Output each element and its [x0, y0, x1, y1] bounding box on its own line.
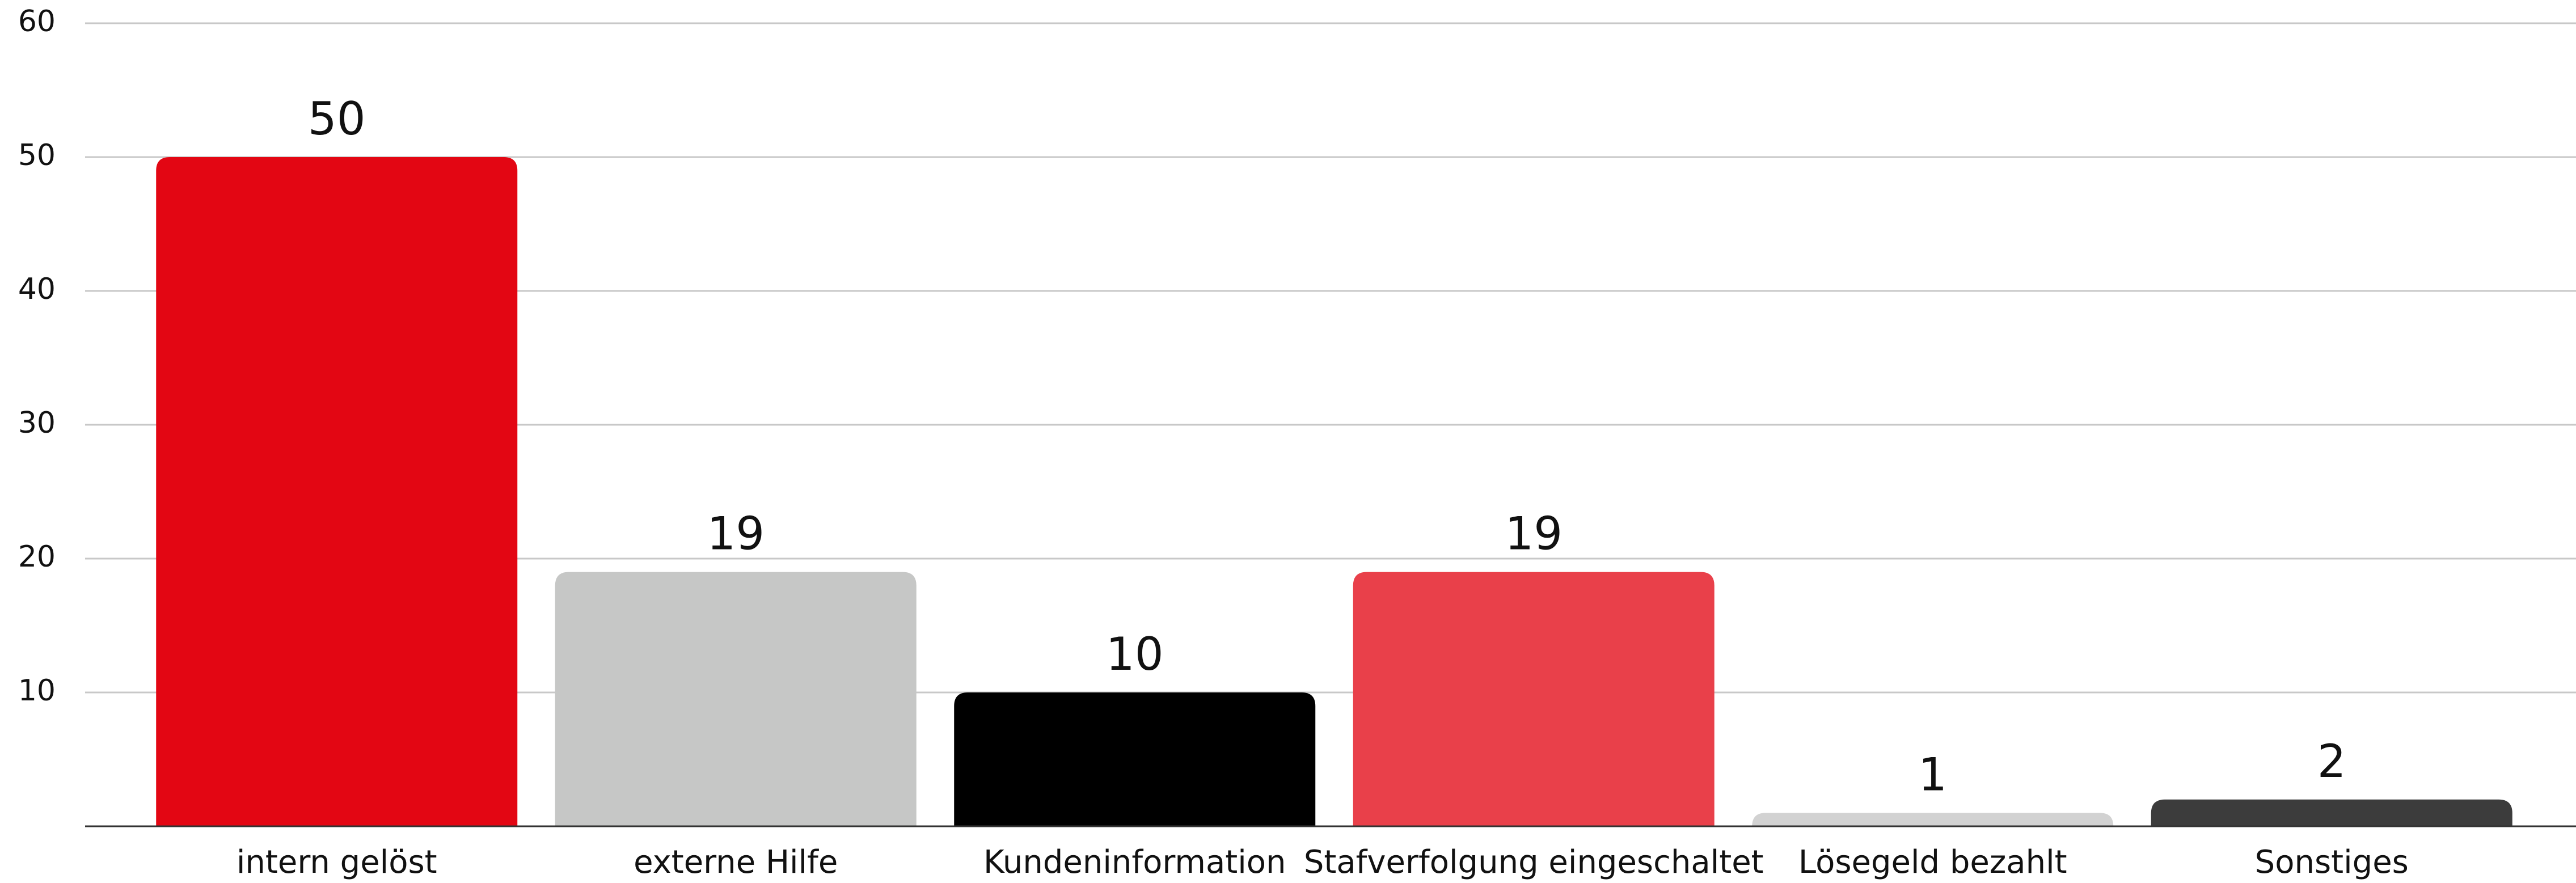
y-tick-label: 60	[18, 5, 56, 39]
x-tick-label: Sonstiges	[2255, 844, 2409, 881]
value-label: 2	[2317, 735, 2346, 788]
bar	[2151, 799, 2512, 826]
value-label: 50	[308, 92, 366, 145]
y-tick-label: 10	[18, 674, 56, 708]
value-label: 10	[1106, 628, 1164, 681]
bar	[1752, 813, 2114, 826]
bar	[156, 157, 518, 826]
x-tick-label: externe Hilfe	[634, 844, 838, 881]
bar	[954, 692, 1316, 826]
value-label: 19	[1505, 508, 1563, 560]
y-tick-label: 20	[18, 540, 56, 574]
value-label: 1	[1918, 748, 1947, 801]
y-tick-label: 40	[18, 272, 56, 306]
y-tick-label: 50	[18, 138, 56, 172]
x-tick-label: intern gelöst	[237, 844, 437, 881]
bar	[555, 572, 917, 826]
bar	[1353, 572, 1714, 826]
x-tick-label: Stafverfolgung eingeschaltet	[1304, 844, 1764, 881]
x-tick-label: Kundeninformation	[983, 844, 1286, 881]
y-tick-label: 30	[18, 406, 56, 440]
value-label: 19	[707, 508, 765, 560]
x-tick-label: Lösegeld bezahlt	[1798, 844, 2067, 881]
